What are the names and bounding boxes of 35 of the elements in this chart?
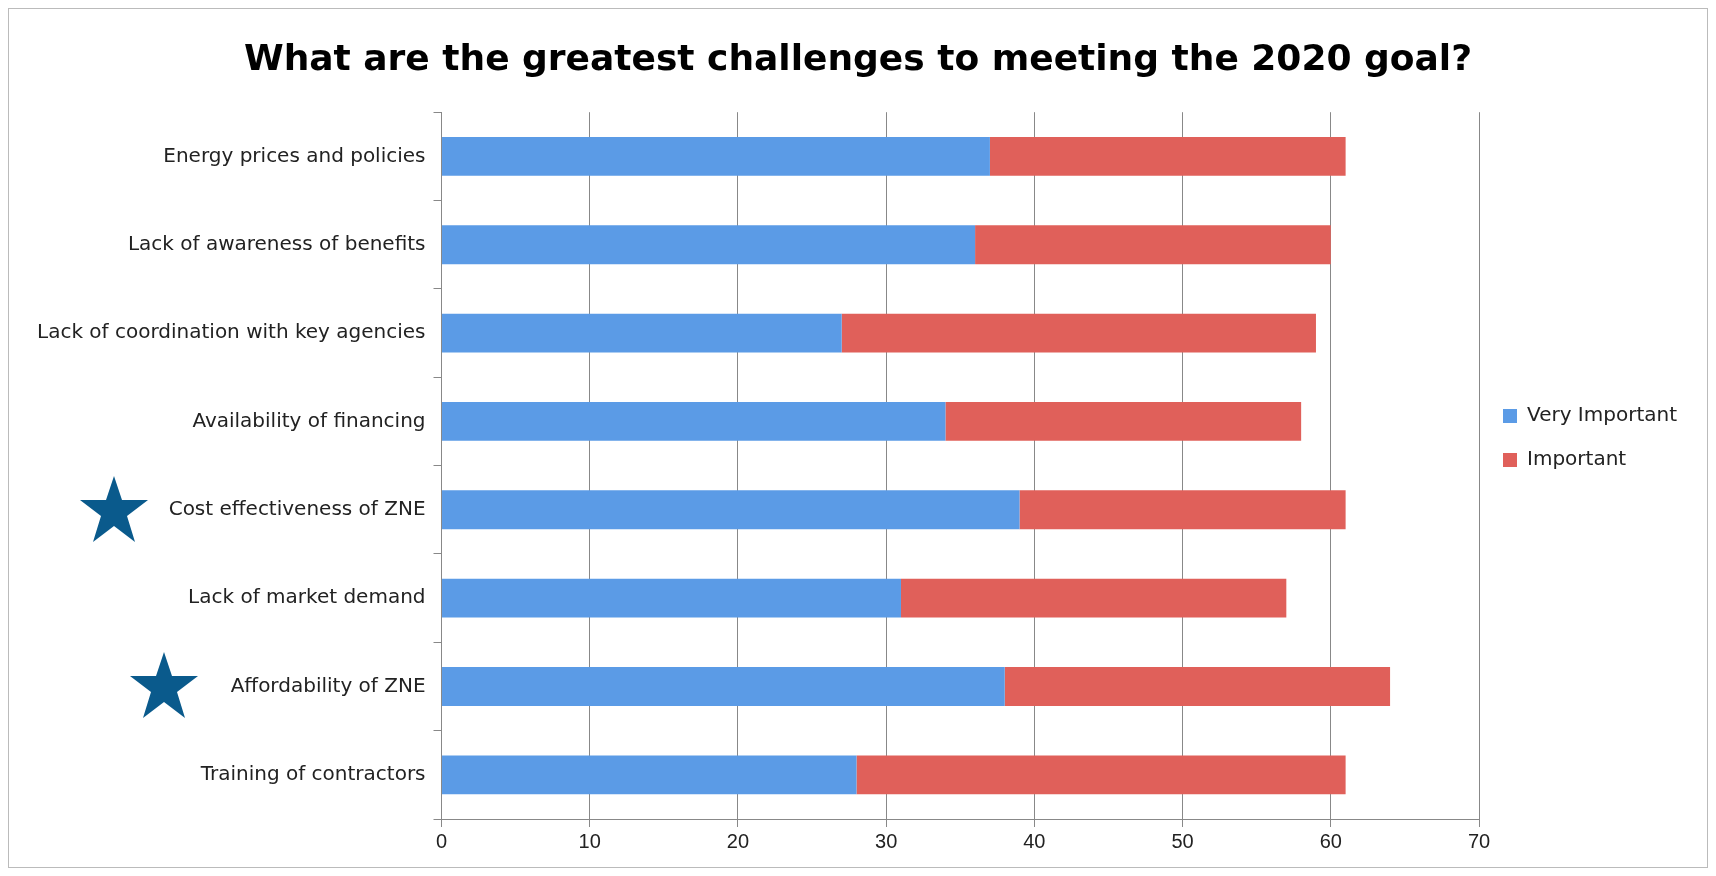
x-tick-label: 0 <box>435 829 448 852</box>
y-tick-label: Lack of market demand <box>188 584 426 609</box>
bar <box>841 313 1316 353</box>
legend-label: Important <box>1527 446 1627 471</box>
bar <box>1004 667 1391 706</box>
y-tick-label: Availability of financing <box>192 407 426 432</box>
bar <box>442 755 857 795</box>
x-tick-label: 70 <box>1467 829 1491 852</box>
bar <box>900 578 1287 618</box>
bar <box>945 401 1302 441</box>
bar <box>1019 490 1346 530</box>
x-tick-label: 60 <box>1319 829 1342 852</box>
y-tick-label: Training of contractors <box>199 761 426 786</box>
y-tick-label: Cost effectiveness of ZNE <box>168 495 426 520</box>
y-tick-label: Lack of awareness of benefits <box>127 230 426 255</box>
bar <box>856 755 1346 795</box>
bar <box>442 136 990 176</box>
bar <box>442 225 976 265</box>
x-tick-label: 40 <box>1023 829 1046 852</box>
x-tick-label: 20 <box>726 829 750 852</box>
bar <box>442 401 946 441</box>
bar <box>442 313 842 353</box>
bar <box>975 225 1331 265</box>
x-tick-label: 50 <box>1171 829 1194 852</box>
bar <box>989 136 1346 176</box>
y-tick-label: Energy prices and policies <box>163 142 426 167</box>
x-tick-label: 10 <box>578 829 601 852</box>
legend-label: Very Important <box>1527 402 1678 427</box>
bar <box>442 578 901 618</box>
x-tick-label: 30 <box>875 829 898 852</box>
chart-title: What are the greatest challenges to meeting the 2020 goal? <box>243 36 1473 78</box>
y-tick-label: Affordability of ZNE <box>230 672 426 697</box>
bar <box>442 667 1005 706</box>
y-tick-label: Lack of coordination with key agencies <box>36 319 426 344</box>
bar <box>442 490 1020 530</box>
